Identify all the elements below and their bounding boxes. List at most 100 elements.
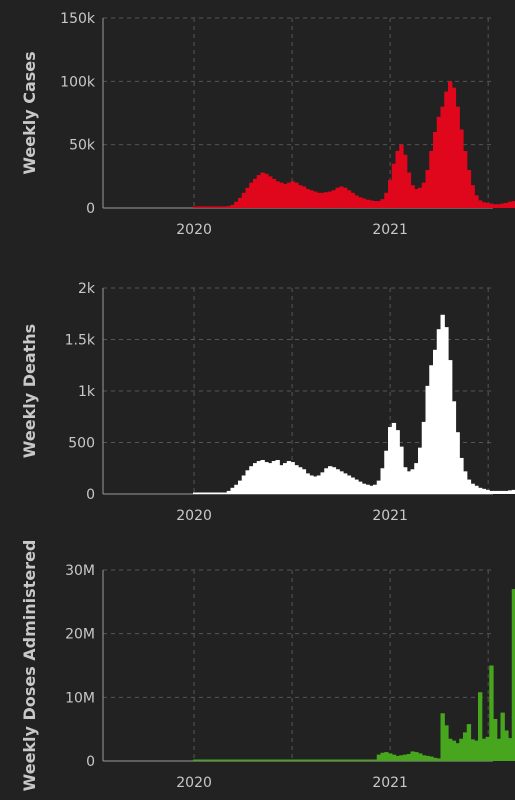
cases-bar [241, 192, 247, 208]
cases-bar [328, 191, 333, 208]
cases-bar [391, 163, 397, 208]
cases-bar [395, 151, 400, 208]
doses-bar [313, 759, 318, 761]
cases-bar [196, 206, 202, 208]
cases-ytick-label: 50k [69, 138, 96, 154]
doses-bar [466, 724, 472, 761]
deaths-bar [425, 385, 430, 494]
doses-bar [451, 740, 457, 761]
doses-bar [331, 759, 337, 761]
deaths-bar [500, 490, 505, 494]
cases-bar [459, 129, 464, 208]
deaths-bar [369, 485, 374, 494]
doses-bar [234, 759, 239, 761]
doses-bar [204, 759, 209, 761]
cases-bar [410, 185, 415, 208]
doses-bar [504, 730, 509, 761]
cases-y-axis-title: Weekly Cases [20, 51, 39, 174]
deaths-bar [478, 487, 483, 494]
doses-bar [414, 752, 419, 761]
doses-bar [219, 759, 224, 761]
doses-bar [253, 759, 258, 761]
cases-bar [230, 204, 235, 208]
deaths-bar [339, 471, 344, 494]
deaths-bar [223, 492, 228, 494]
deaths-bar [238, 480, 243, 494]
doses-bar [346, 759, 352, 761]
cases-bar [350, 192, 355, 208]
cases-bar [256, 175, 262, 208]
cases-bar [463, 151, 468, 208]
cases-bar [211, 206, 217, 208]
deaths-bar [444, 327, 449, 494]
doses-ytick-label: 10M [65, 690, 95, 706]
cases-bar [223, 206, 228, 208]
cases-bar [399, 144, 404, 208]
deaths-bar [324, 468, 329, 494]
deaths-xtick-label: 2021 [372, 508, 408, 524]
doses-bar [309, 759, 314, 761]
cases-bar [508, 201, 513, 208]
doses-ytick-label: 20M [65, 627, 95, 643]
deaths-bar [481, 488, 487, 494]
cases-bar [470, 185, 475, 208]
deaths-bar [361, 483, 367, 494]
deaths-bar [511, 489, 515, 494]
deaths-bar [346, 475, 352, 494]
cases-bar [466, 170, 472, 208]
cases-bar [193, 206, 198, 208]
deaths-y-axis-title: Weekly Deaths [20, 324, 39, 458]
cases-bar [493, 204, 498, 208]
deaths-bar [316, 475, 322, 494]
cases-bar [339, 186, 344, 208]
doses-bar [425, 755, 430, 761]
deaths-bar [234, 484, 239, 494]
doses-bar [339, 759, 344, 761]
doses-bar [361, 759, 367, 761]
cases-bar [406, 172, 412, 208]
cases-ytick-label: 100k [60, 74, 96, 90]
deaths-bar [459, 457, 464, 494]
cases-bar [358, 197, 363, 208]
deaths-bar [365, 484, 370, 494]
cases-bar [425, 170, 430, 208]
deaths-bar [485, 489, 490, 494]
deaths-xtick-label: 2020 [176, 508, 212, 524]
cases-bar [283, 183, 288, 208]
deaths-bar [256, 461, 262, 494]
cases-bar [245, 187, 250, 208]
cases-bar [294, 182, 299, 208]
doses-bar [448, 738, 453, 761]
deaths-bar [219, 492, 224, 494]
doses-bar [403, 754, 408, 761]
doses-xtick-label: 2021 [372, 775, 408, 791]
doses-ytick-label: 0 [86, 754, 95, 770]
cases-bar [208, 206, 213, 208]
doses-bar [481, 738, 487, 761]
cases-bar [301, 186, 307, 208]
cases-bar [346, 190, 352, 208]
cases-bar [226, 206, 232, 208]
deaths-bar [305, 473, 310, 494]
deaths-ytick-label: 1k [78, 384, 96, 400]
doses-bar [399, 755, 404, 761]
cases-bar [478, 200, 483, 208]
cases-ytick-label: 0 [86, 201, 95, 217]
doses-y-axis-title: Weekly Doses Administered [20, 540, 39, 792]
doses-bar [215, 759, 220, 761]
cases-bar [316, 192, 322, 208]
doses-bar [324, 759, 329, 761]
doses-bar [283, 759, 288, 761]
deaths-bar [245, 470, 250, 494]
doses-ytick-label: 30M [65, 563, 95, 579]
deaths-bar [204, 492, 209, 494]
deaths-bar [290, 462, 295, 494]
doses-bar [384, 752, 389, 761]
doses-bar [421, 755, 427, 761]
doses-bar [478, 692, 483, 761]
deaths-bar [208, 492, 213, 494]
cases-bar [504, 202, 509, 208]
doses-bar [500, 712, 505, 761]
deaths-bar [309, 475, 314, 494]
cases-xtick-label: 2020 [176, 222, 212, 238]
